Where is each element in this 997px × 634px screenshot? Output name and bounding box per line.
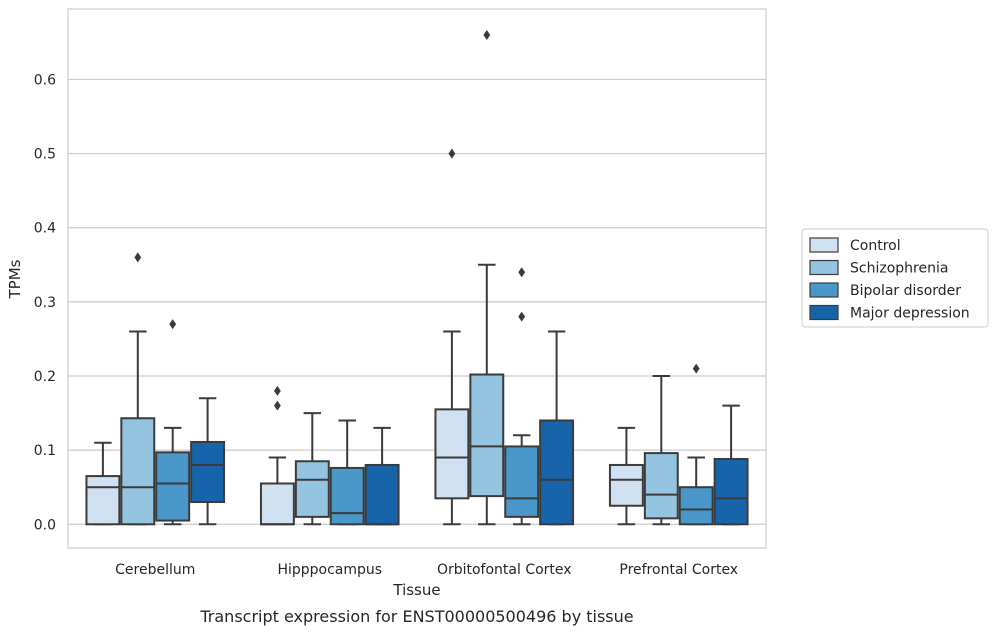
legend-swatch <box>809 259 839 276</box>
legend: Control Schizophrenia Bipolar disorder Majo… <box>801 228 989 328</box>
box-control <box>259 385 295 526</box>
box-body <box>678 486 714 526</box>
legend-label: Control <box>850 238 901 254</box>
outlier-point <box>134 252 142 263</box>
outlier-point <box>692 363 700 374</box>
legend-items: Control Schizophrenia Bipolar disorder Majo… <box>809 237 970 322</box>
box-control <box>608 426 644 526</box>
box-body <box>434 408 470 500</box>
x-tick-label: Cerebellum <box>115 562 195 578</box>
outlier-point <box>483 29 491 40</box>
outlier-point <box>274 400 281 411</box>
y-tick-label: 0.0 <box>34 517 56 533</box>
x-axis-title: Tissue <box>392 581 440 599</box>
x-tick-labels: Cerebellum Hipppocampus Orbitofontal Corte… <box>115 562 738 578</box>
y-tick-label: 0.6 <box>34 72 56 88</box>
outlier-point <box>169 319 177 330</box>
box-control <box>85 441 121 526</box>
legend-swatch <box>809 237 839 253</box>
box-body <box>155 451 191 522</box>
box-bipolar-disorder <box>329 419 365 526</box>
box-body <box>539 419 575 526</box>
box-groups <box>85 29 749 526</box>
box-body <box>643 452 679 520</box>
box-major-depression <box>713 404 749 526</box>
box-body <box>504 445 540 518</box>
box-schizophrenia <box>120 252 156 526</box>
plot-area: 0.0 0.1 0.2 0.3 0.4 0.5 0.6 Cerebellum Hipppoca… <box>34 8 767 578</box>
box-body <box>608 463 644 507</box>
box-major-depression <box>364 426 400 526</box>
box-body <box>713 458 749 526</box>
box-body <box>329 466 365 526</box>
legend-label: Major depression <box>850 306 970 322</box>
box-schizophrenia <box>643 374 679 526</box>
box-body <box>85 475 121 526</box>
legend-label: Schizophrenia <box>850 261 948 277</box>
outlier-point <box>518 311 526 322</box>
figure-caption: Transcript expression for ENST0000050049… <box>199 607 633 626</box>
box-major-depression <box>190 397 226 526</box>
gridlines <box>68 78 766 525</box>
box-schizophrenia <box>469 29 505 526</box>
box-body <box>364 463 400 526</box>
box-bipolar-disorder <box>678 363 714 526</box>
outlier-point <box>274 385 281 396</box>
legend-label: Bipolar disorder <box>850 283 961 299</box>
box-body <box>294 460 330 518</box>
box-body <box>120 417 156 526</box>
y-tick-labels: 0.0 0.1 0.2 0.3 0.4 0.5 0.6 <box>34 72 56 533</box>
outlier-point <box>518 267 526 278</box>
box-body <box>469 373 505 498</box>
box-control <box>434 148 470 526</box>
x-tick-label: Hipppocampus <box>277 562 382 578</box>
x-tick-label: Orbitofontal Cortex <box>437 562 572 578</box>
x-tick-label: Prefrontal Cortex <box>619 562 738 578</box>
box-body <box>259 482 295 526</box>
y-tick-label: 0.2 <box>34 369 56 385</box>
y-tick-label: 0.3 <box>34 295 56 311</box>
y-tick-label: 0.5 <box>34 147 56 163</box>
box-body <box>190 440 226 504</box>
y-axis-title: TPMs <box>6 259 24 299</box>
legend-swatch <box>809 304 839 321</box>
legend-swatch <box>809 282 839 298</box>
box-major-depression <box>539 330 575 526</box>
box-schizophrenia <box>294 412 330 526</box>
y-tick-label: 0.4 <box>34 221 56 237</box>
legend-frame <box>801 228 989 328</box>
box-bipolar-disorder <box>504 267 540 526</box>
box-bipolar-disorder <box>155 319 191 526</box>
outlier-point <box>448 148 456 159</box>
y-tick-label: 0.1 <box>34 443 56 459</box>
